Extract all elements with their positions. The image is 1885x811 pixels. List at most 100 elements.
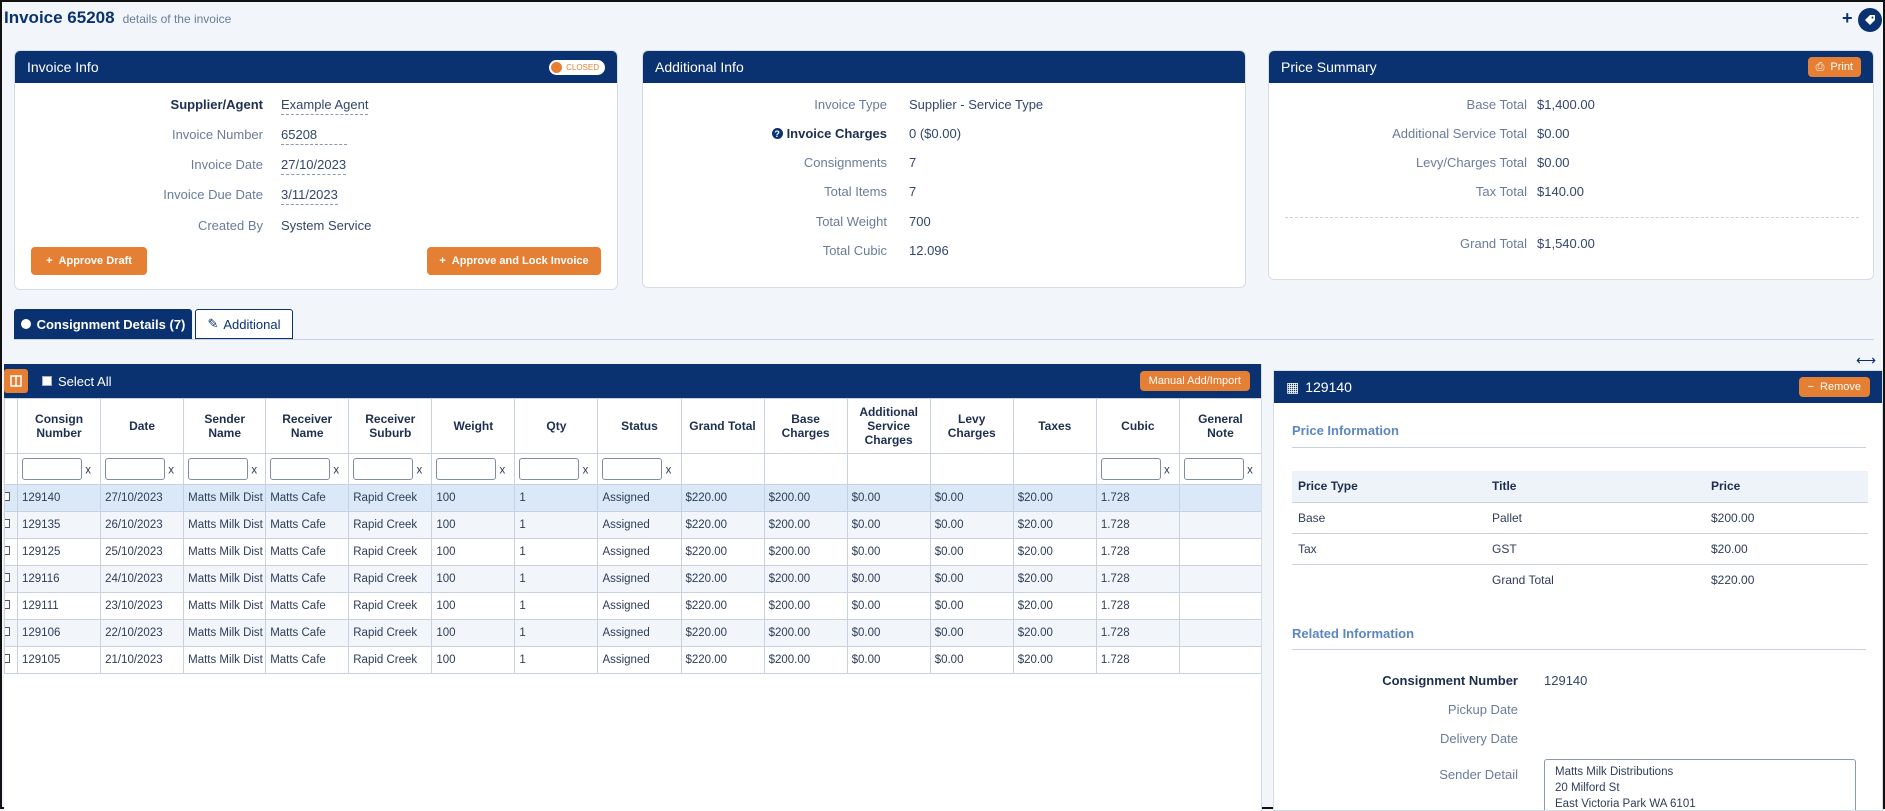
table-row[interactable]: 129106 22/10/2023 Matts Milk Dist Matts Caf… [4, 619, 1261, 647]
supplier-value[interactable]: Example Agent [281, 97, 369, 115]
column-header[interactable]: Receiver Suburb [348, 398, 433, 454]
table-row[interactable]: 129140 27/10/2023 Matts Milk Dist Matts Caf… [4, 484, 1261, 512]
table-cell: $0.00 [929, 511, 1014, 539]
table-cell: 1.728 [1095, 592, 1180, 620]
help-icon[interactable]: ? [771, 128, 783, 139]
table-row[interactable]: 129111 23/10/2023 Matts Milk Dist Matts Caf… [4, 592, 1261, 620]
row-checkbox[interactable] [4, 619, 18, 647]
filter-input[interactable] [1183, 458, 1244, 480]
filter-input[interactable] [519, 458, 580, 480]
checkbox-icon[interactable] [5, 492, 10, 501]
price-value: $220.00 [1711, 572, 1755, 587]
column-header[interactable]: Consign Number [16, 398, 102, 454]
approve-draft-button[interactable]: + Approve Draft [31, 247, 147, 275]
row-checkbox[interactable] [4, 592, 18, 620]
row-checkbox[interactable] [4, 484, 18, 512]
column-header[interactable]: Qty [514, 398, 599, 454]
approve-lock-button[interactable]: + Approve and Lock Invoice [427, 247, 601, 275]
table-cell: Matts Cafe [265, 511, 350, 539]
row-checkbox[interactable] [4, 538, 18, 566]
table-cell: 129140 [16, 484, 102, 512]
column-header[interactable]: General Note [1178, 398, 1261, 454]
invoice-due-date-value[interactable]: 3/11/2023 [281, 187, 338, 205]
filter-input[interactable] [602, 458, 663, 480]
columns-icon[interactable] [4, 369, 28, 393]
tab-additional[interactable]: ✎ Additional [195, 309, 293, 339]
select-all-checkbox[interactable] [42, 376, 52, 386]
table-row[interactable]: 129116 24/10/2023 Matts Milk Dist Matts Caf… [4, 565, 1261, 593]
minus-icon: − [1807, 381, 1815, 393]
filter-input[interactable] [105, 458, 166, 480]
manual-add-import-button[interactable]: Manual Add/Import [1139, 371, 1250, 391]
sender-detail-box[interactable]: Matts Milk Distributions 20 Milford St E… [1544, 759, 1856, 810]
status-badge: CLOSED [566, 62, 599, 72]
clear-filter-icon[interactable]: x [582, 464, 589, 477]
table-cell: 129125 [16, 538, 102, 566]
tag-icon[interactable] [1858, 8, 1882, 32]
invoice-number-value[interactable]: 65208 [281, 127, 347, 145]
sender-line: East Victoria Park WA 6101 [1555, 798, 1696, 810]
closed-toggle[interactable]: CLOSED [549, 59, 605, 75]
clear-filter-icon[interactable]: x [251, 464, 258, 477]
filter-input[interactable] [22, 458, 82, 480]
remove-button[interactable]: − Remove [1798, 377, 1870, 397]
table-row[interactable]: 129105 21/10/2023 Matts Milk Dist Matts Caf… [4, 646, 1261, 674]
column-header[interactable]: Status [597, 398, 682, 454]
clear-filter-icon[interactable]: x [333, 464, 340, 477]
row-checkbox[interactable] [4, 646, 18, 674]
filter-input[interactable] [1100, 458, 1161, 480]
clear-filter-icon[interactable]: x [85, 464, 91, 477]
supplier-label: Supplier/Agent [170, 97, 263, 112]
table-cell: $220.00 [680, 619, 765, 647]
table-cell: Rapid Creek [348, 565, 433, 593]
clear-filter-icon[interactable]: x [665, 464, 672, 477]
row-checkbox[interactable] [4, 565, 18, 593]
header-row: Consign Number Date Sender Name Receiver… [4, 398, 1261, 454]
clear-filter-icon[interactable]: x [416, 464, 423, 477]
invoice-date-value[interactable]: 27/10/2023 [281, 157, 347, 175]
plus-icon: + [439, 255, 446, 267]
checkbox-icon[interactable] [5, 546, 10, 555]
additional-info-card: Additional Info Invoice Type Supplier - … [642, 50, 1246, 288]
table-cell: 23/10/2023 [100, 592, 185, 620]
filter-input[interactable] [436, 458, 497, 480]
clear-filter-icon[interactable]: x [1247, 464, 1253, 477]
checkbox-icon[interactable] [5, 519, 10, 528]
table-cell: $20.00 [1012, 592, 1097, 620]
filter-input[interactable] [353, 458, 414, 480]
table-cell: Matts Milk Dist [183, 592, 267, 620]
page-subtitle: details of the invoice [122, 12, 232, 26]
column-header[interactable]: Levy Charges [929, 398, 1014, 454]
checkbox-icon[interactable] [5, 600, 10, 609]
table-row[interactable]: 129125 25/10/2023 Matts Milk Dist Matts Caf… [4, 538, 1261, 566]
checkbox-icon[interactable] [5, 627, 10, 636]
filter-input[interactable] [188, 458, 249, 480]
column-header[interactable]: Receiver Name [265, 398, 350, 454]
column-header[interactable]: Taxes [1012, 398, 1097, 454]
table-cell: $0.00 [929, 646, 1014, 674]
table-cell: Matts Cafe [265, 592, 350, 620]
column-header[interactable]: Sender Name [183, 398, 267, 454]
column-header[interactable]: Weight [431, 398, 516, 454]
table-row[interactable]: 129135 26/10/2023 Matts Milk Dist Matts Caf… [4, 511, 1261, 539]
resize-icon[interactable]: ⟷ [1856, 352, 1877, 368]
table-cell: 100 [431, 538, 516, 566]
sender-detail-label: Sender Detail [1439, 767, 1518, 782]
row-checkbox[interactable] [4, 511, 18, 539]
filter-input[interactable] [270, 458, 331, 480]
clear-filter-icon[interactable]: x [1164, 464, 1170, 477]
clear-filter-icon[interactable]: x [168, 464, 175, 477]
total-items-value: 7 [909, 184, 917, 199]
checkbox-icon[interactable] [5, 573, 10, 582]
table-cell: 1.728 [1095, 484, 1180, 512]
column-header[interactable]: Date [100, 398, 185, 454]
print-button[interactable]: ⎙ Print [1807, 57, 1861, 77]
column-header[interactable]: Grand Total [680, 398, 765, 454]
clear-filter-icon[interactable]: x [499, 464, 506, 477]
column-header[interactable]: Base Charges [763, 398, 848, 454]
checkbox-icon[interactable] [5, 654, 10, 663]
tab-consignment-details[interactable]: Consignment Details (7) [14, 309, 192, 339]
add-icon[interactable]: + [1842, 8, 1853, 28]
column-header[interactable]: Additional Service Charges [846, 398, 931, 454]
column-header[interactable]: Cubic [1095, 398, 1180, 454]
